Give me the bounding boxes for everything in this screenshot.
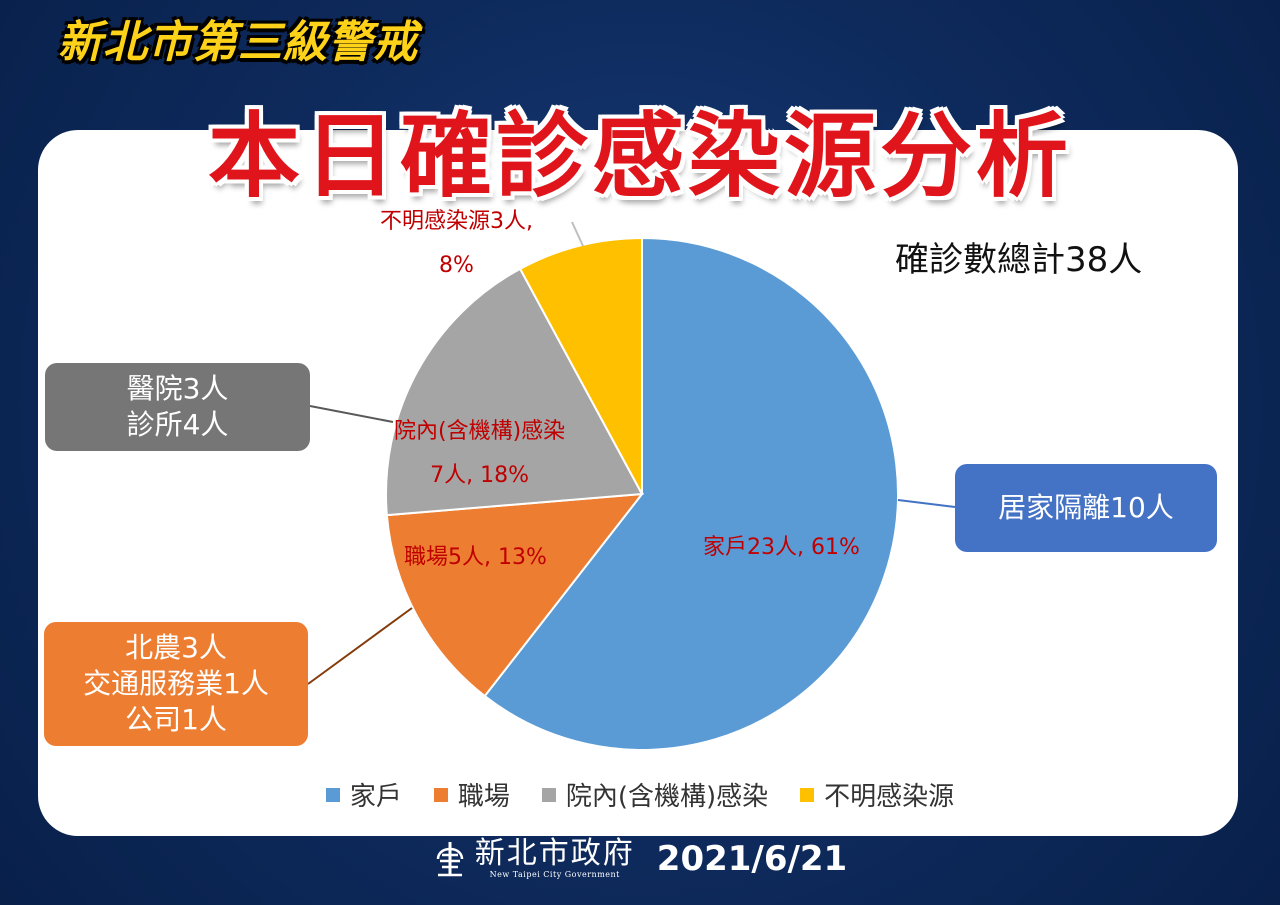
- slice-label-hospital: 院內(含機構)感染 7人, 18%: [394, 410, 565, 498]
- slice-label-household: 家戶23人, 61%: [703, 535, 860, 560]
- legend-label-hospital: 院內(含機構)感染: [565, 782, 769, 812]
- legend-swatch-unknown: [800, 787, 815, 802]
- household-callout-line1: 居家隔離10人: [998, 491, 1174, 524]
- pie-slice-0: [483, 236, 899, 751]
- total-cases-label: 確診數總計38人: [895, 240, 1143, 280]
- workplace-callout: 北農3人 交通服務業1人 公司1人: [44, 622, 308, 746]
- legend-swatch-hospital: [541, 787, 556, 802]
- logo-chinese-name: 新北市政府: [474, 836, 635, 871]
- workplace-callout-line3: 公司1人: [125, 703, 227, 736]
- alert-level-banner: 新北市第三級警戒: [58, 17, 418, 68]
- legend-item-unknown: 不明感染源: [800, 776, 954, 813]
- slice-label-unknown: 不明感染源3人, 8%: [380, 200, 533, 288]
- hospital-callout-line1: 醫院3人: [126, 372, 229, 405]
- legend-item-workplace: 職場: [433, 776, 510, 813]
- city-government-logo: 新北市政府 New Taipei City Government: [433, 838, 635, 879]
- household-leader-line: [897, 499, 956, 508]
- legend-item-household: 家戶: [325, 776, 402, 813]
- page-title: 本日確診感染源分析: [207, 103, 1072, 210]
- slice-label-unknown-line2: 8%: [439, 253, 474, 278]
- legend-label-workplace: 職場: [457, 782, 510, 812]
- hospital-callout-line2: 診所4人: [126, 408, 229, 441]
- workplace-callout-line1: 北農3人: [125, 631, 227, 664]
- workplace-callout-line2: 交通服務業1人: [83, 667, 269, 700]
- hospital-callout: 醫院3人 診所4人: [45, 363, 310, 451]
- legend-swatch-household: [325, 787, 340, 802]
- city-emblem-icon: [436, 841, 464, 876]
- legend-label-unknown: 不明感染源: [824, 782, 955, 812]
- legend-swatch-workplace: [433, 787, 448, 802]
- unknown-leader-line: [571, 221, 584, 247]
- slice-label-workplace: 職場5人, 13%: [404, 545, 547, 570]
- slice-label-hospital-line2: 7人, 18%: [430, 463, 530, 488]
- slice-label-unknown-line1: 不明感染源3人,: [380, 209, 533, 234]
- workplace-leader-line: [307, 607, 413, 685]
- pie-slice-1: [385, 492, 645, 698]
- household-callout: 居家隔離10人: [955, 464, 1217, 552]
- slice-label-hospital-line1: 院內(含機構)感染: [394, 419, 566, 444]
- legend-label-household: 家戶: [349, 782, 402, 812]
- pie-slice-2: [385, 267, 644, 517]
- chart-legend: 家戶 職場 院內(含機構)感染 不明感染源: [0, 776, 1280, 813]
- logo-english-name: New Taipei City Government: [489, 870, 620, 879]
- hospital-leader-line: [309, 405, 394, 423]
- report-date: 2021/6/21: [656, 838, 848, 879]
- legend-item-hospital: 院內(含機構)感染: [541, 776, 769, 813]
- pie-slice-3: [518, 236, 643, 495]
- footer: 新北市政府 New Taipei City Government 2021/6/…: [0, 838, 1280, 879]
